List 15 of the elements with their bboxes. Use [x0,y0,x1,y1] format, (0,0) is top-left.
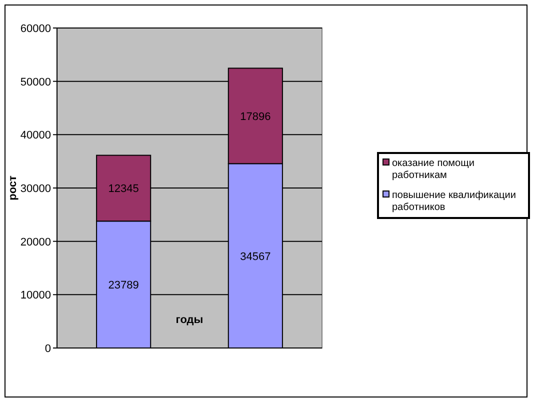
y-axis-title: рост [7,174,19,200]
x-axis-title: годы [176,314,204,326]
data-label: 17896 [240,110,271,123]
y-tick-label: 50000 [20,76,51,88]
y-tick-label: 60000 [20,23,51,35]
data-label: 23789 [108,280,139,292]
y-tick-label: 0 [44,343,51,355]
y-tick-label: 40000 [20,130,51,142]
y-tick-label: 30000 [20,183,51,195]
data-label: 34567 [240,250,271,263]
data-label: 12345 [108,183,139,196]
legend-label: повышение квалификации работников [392,190,516,213]
y-tick-label: 10000 [20,290,51,302]
y-tick-label: 20000 [20,236,51,248]
legend-label: оказание помощи работникам [392,158,474,181]
